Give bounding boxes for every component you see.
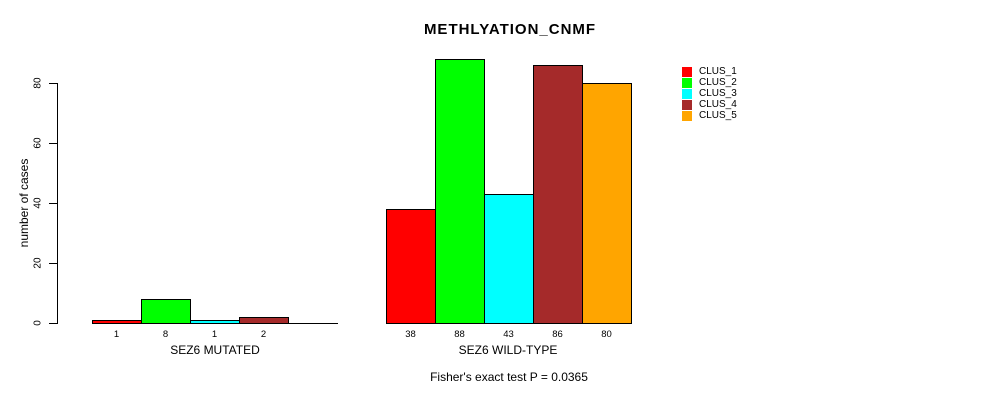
- legend-row: CLUS_4: [682, 99, 737, 110]
- bar-value-label: 8: [162, 329, 169, 340]
- y-tick-label: 20: [32, 257, 44, 269]
- y-tick-label: 60: [32, 137, 44, 149]
- bar-sez6-wild-type-clus_4: [533, 65, 583, 324]
- bar-sez6-wild-type-clus_2: [435, 59, 485, 324]
- y-tick-label: 40: [32, 197, 44, 209]
- bar-value-label: 38: [405, 329, 416, 340]
- y-tick-mark: [49, 83, 57, 84]
- bar-value-label: 80: [601, 329, 612, 340]
- bar-sez6-wild-type-clus_3: [484, 194, 534, 324]
- y-tick-mark: [49, 323, 57, 324]
- group-label-sez6-wild-type: SEZ6 WILD-TYPE: [458, 343, 558, 357]
- legend: CLUS_1 CLUS_2 CLUS_3 CLUS_4 CLUS_5: [682, 66, 737, 121]
- bar-value-label: 43: [503, 329, 514, 340]
- fisher-test-note: Fisher's exact test P = 0.0365: [430, 370, 588, 384]
- bar-sez6-mutated-clus_1: [92, 320, 142, 324]
- legend-row: CLUS_3: [682, 88, 737, 99]
- legend-swatch-clus_2: [682, 77, 692, 88]
- legend-swatch-clus_5: [682, 110, 692, 121]
- y-tick-label: 80: [32, 77, 44, 89]
- legend-swatch-clus_4: [682, 99, 692, 110]
- legend-row: CLUS_1: [682, 66, 737, 77]
- y-tick-mark: [49, 263, 57, 264]
- bar-sez6-mutated-clus_2: [141, 299, 191, 324]
- bar-value-label: 1: [113, 329, 120, 340]
- bar-sez6-mutated-clus_4: [239, 317, 289, 324]
- legend-label: CLUS_4: [699, 99, 737, 110]
- legend-row: CLUS_2: [682, 77, 737, 88]
- group-label-sez6-mutated: SEZ6 MUTATED: [170, 343, 260, 357]
- bar-value-label: 88: [454, 329, 465, 340]
- legend-row: CLUS_5: [682, 110, 737, 121]
- y-tick-label: 0: [32, 320, 44, 326]
- chart-title: METHLYATION_CNMF: [423, 21, 597, 38]
- legend-swatch-clus_3: [682, 88, 692, 99]
- legend-label: CLUS_3: [699, 88, 737, 99]
- bar-value-label: 2: [260, 329, 267, 340]
- bar-value-label: 86: [552, 329, 563, 340]
- bar-sez6-wild-type-clus_5: [582, 83, 632, 324]
- bar-value-label: 1: [211, 329, 218, 340]
- bar-sez6-wild-type-clus_1: [386, 209, 436, 324]
- legend-label: CLUS_1: [699, 66, 737, 77]
- y-tick-mark: [49, 203, 57, 204]
- y-tick-mark: [49, 143, 57, 144]
- bar-sez6-mutated-clus_3: [190, 320, 240, 324]
- legend-label: CLUS_2: [699, 77, 737, 88]
- legend-swatch-clus_1: [682, 66, 692, 77]
- y-axis-line: [57, 83, 58, 324]
- legend-label: CLUS_5: [699, 110, 737, 121]
